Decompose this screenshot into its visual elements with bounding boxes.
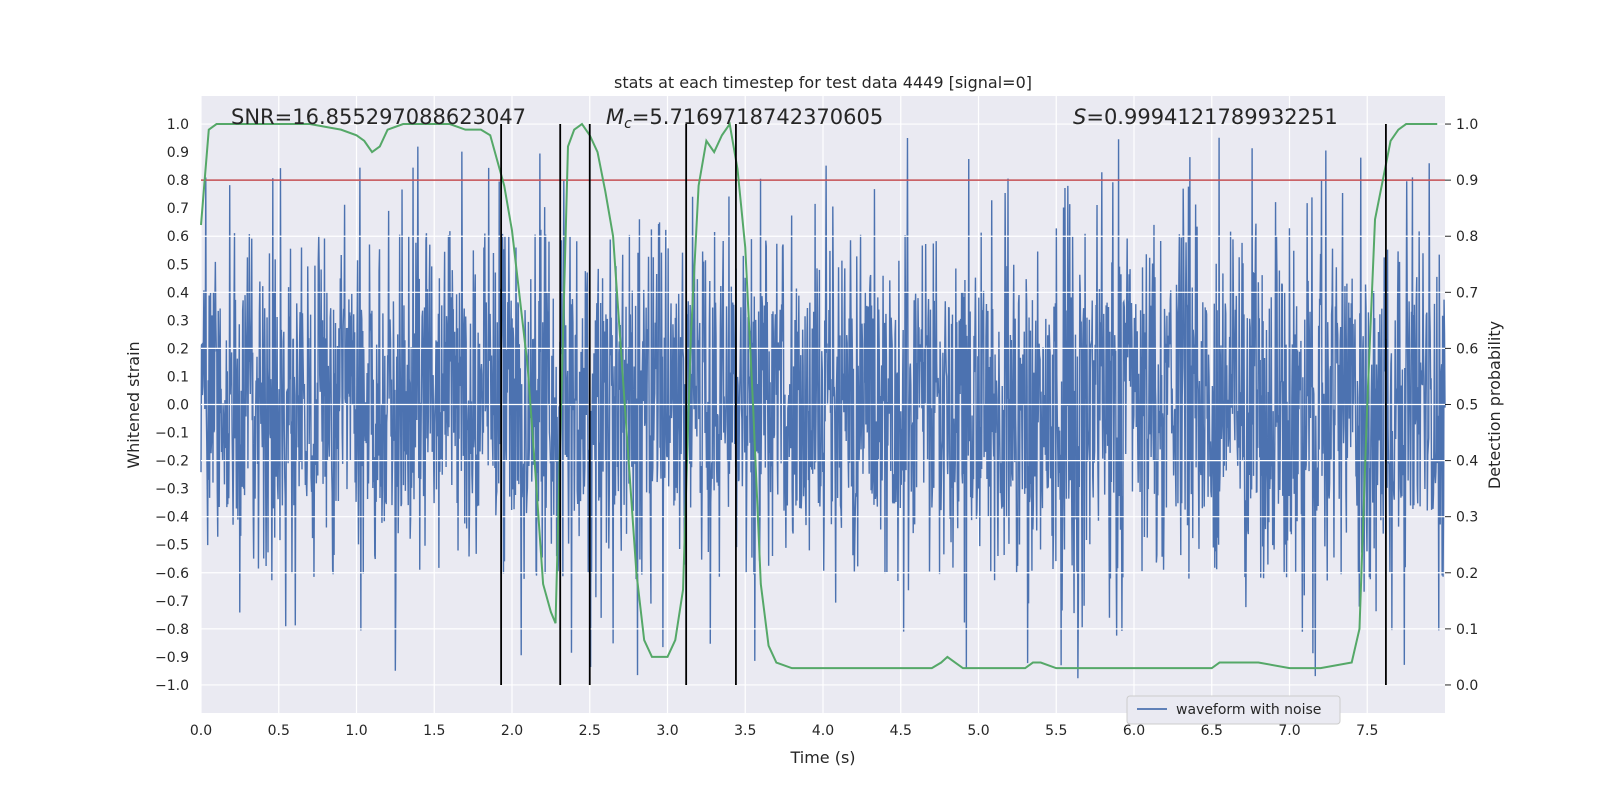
x-tick-label: 4.0 — [812, 723, 834, 739]
y-tick-label-right: 0.5 — [1456, 398, 1478, 414]
y-tick-label-left: 0.2 — [167, 341, 189, 357]
y-tick-label-left: −0.5 — [155, 538, 189, 554]
y-tick-label-left: 0.8 — [167, 173, 189, 189]
x-tick-label: 2.5 — [579, 723, 601, 739]
x-tick-label: 1.5 — [423, 723, 445, 739]
y-ticks-right: 1.0 0.9 0.8 0.7 0.6 0.5 0.4 0.3 0.2 0.1 0.0 — [1445, 117, 1478, 694]
x-tick-label: 0.0 — [190, 723, 212, 739]
y-tick-label-right: 0.4 — [1456, 454, 1478, 470]
legend: waveform with noise — [1126, 695, 1341, 725]
y-tick-label-left: 0.3 — [167, 313, 189, 329]
x-tick-label: 4.5 — [890, 723, 912, 739]
y-tick-label-left: −0.4 — [155, 510, 189, 526]
y-axis-label-left: Whitened strain — [124, 341, 143, 468]
y-tick-label-right: 0.1 — [1456, 622, 1478, 638]
x-tick-label: 6.0 — [1123, 723, 1145, 739]
y-tick-label-right: 0.8 — [1456, 229, 1478, 245]
y-ticks-left: 1.0 0.9 0.8 0.7 0.6 0.5 0.4 0.3 0.2 0.1 0.0 −0.1 −0.… — [155, 117, 189, 694]
chart-title: stats at each timestep for test data 444… — [614, 73, 1032, 92]
s-symbol: S — [1073, 105, 1086, 129]
x-ticks: 0.0 0.5 1.0 1.5 2.0 2.5 3.0 3.5 4.0 4.5 5.0 5.5 6.0 6… — [190, 723, 1379, 739]
y-tick-label-left: −0.6 — [155, 566, 189, 582]
vertical-markers — [500, 124, 1387, 685]
x-tick-label: 3.0 — [656, 723, 678, 739]
x-tick-label: 7.5 — [1356, 723, 1378, 739]
y-tick-label-left: 0.4 — [167, 285, 189, 301]
y-tick-label-right: 0.6 — [1456, 341, 1478, 357]
chirp-mass-value: =5.7169718742370605 — [632, 105, 883, 129]
y-tick-label-left: −0.9 — [155, 650, 189, 666]
x-tick-label: 7.0 — [1278, 723, 1300, 739]
y-axis-label-right: Detection probability — [1485, 321, 1504, 489]
y-tick-label-left: 0.0 — [167, 398, 189, 414]
x-tick-label: 1.0 — [345, 723, 367, 739]
y-tick-label-right: 0.7 — [1456, 285, 1478, 301]
y-tick-label-left: −0.2 — [155, 454, 189, 470]
y-tick-label-left: 0.6 — [167, 229, 189, 245]
chirp-mass-annotation: Mc=5.7169718742370605 — [606, 105, 883, 132]
snr-annotation: SNR=16.855297088623047 — [231, 105, 526, 129]
y-tick-label-left: 0.5 — [167, 257, 189, 273]
x-tick-label: 2.0 — [501, 723, 523, 739]
y-tick-label-right: 0.0 — [1456, 678, 1478, 694]
x-tick-label: 3.5 — [734, 723, 756, 739]
y-tick-label-right: 0.9 — [1456, 173, 1478, 189]
chirp-mass-symbol: M — [606, 105, 624, 129]
y-tick-label-left: 1.0 — [167, 117, 189, 133]
y-tick-label-left: 0.7 — [167, 201, 189, 217]
detection-probability-line — [200, 121, 1438, 670]
x-axis-label: Time (s) — [789, 748, 855, 767]
y-tick-label-left: 0.9 — [167, 145, 189, 161]
x-tick-label: 5.0 — [967, 723, 989, 739]
s-annotation: S=0.9994121789932251 — [1073, 105, 1338, 129]
y-tick-label-left: −0.3 — [155, 482, 189, 498]
x-tick-label: 5.5 — [1045, 723, 1067, 739]
y-tick-label-left: −0.7 — [155, 594, 189, 610]
y-tick-label-right: 0.2 — [1456, 566, 1478, 582]
y-tick-label-left: −0.8 — [155, 622, 189, 638]
chirp-mass-subscript: c — [624, 116, 632, 132]
y-tick-label-right: 0.3 — [1456, 510, 1478, 526]
x-tick-label: 0.5 — [268, 723, 290, 739]
y-tick-label-right: 1.0 — [1456, 117, 1478, 133]
y-tick-label-left: −1.0 — [155, 678, 189, 694]
y-tick-label-left: −0.1 — [155, 426, 189, 442]
y-tick-label-left: 0.1 — [167, 369, 189, 385]
s-value: =0.9994121789932251 — [1086, 105, 1337, 129]
legend-box — [1126, 695, 1341, 725]
x-tick-label: 6.5 — [1201, 723, 1223, 739]
legend-entry-waveform: waveform with noise — [1176, 702, 1321, 718]
